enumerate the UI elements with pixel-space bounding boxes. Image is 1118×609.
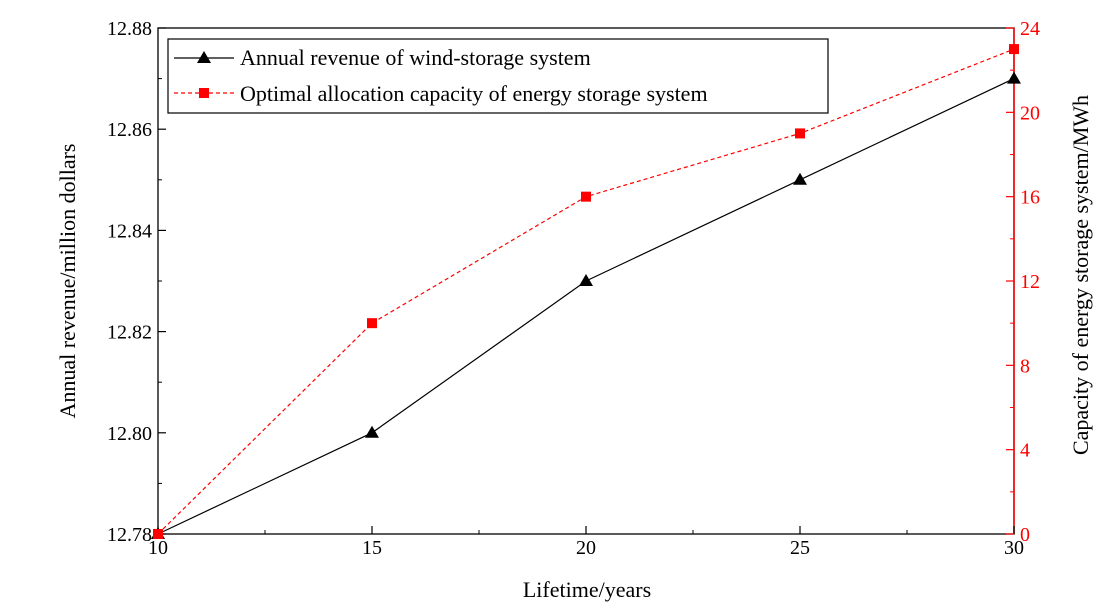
y2-tick-label: 16 [1020,187,1040,209]
data-point-triangle [793,172,807,185]
y2-tick-label: 24 [1020,18,1040,40]
data-point-square [795,128,805,139]
y-axis-left: 12.78 12.80 12.82 12.84 12.86 12.88 [107,18,166,546]
y-tick-label: 12.80 [107,423,152,445]
x-axis-title: Lifetime/years [523,577,651,602]
data-point-triangle [1007,71,1021,84]
data-point-square [581,191,591,202]
y-tick-label: 12.78 [107,524,152,546]
y-tick-label: 12.86 [107,119,152,141]
y2-tick-label: 12 [1020,271,1040,293]
x-tick-label: 20 [576,537,596,559]
data-point-triangle [365,425,379,438]
data-point-triangle [579,274,593,286]
y2-tick-label: 4 [1020,440,1030,462]
legend-box [167,38,829,114]
legend-label-capacity: Optimal allocation capacity of energy st… [240,81,708,106]
series-layer [151,44,1021,539]
legend-marker-square-icon [199,88,209,98]
series-line-1 [157,78,1015,535]
y-axis-title: Annual revenue/million dollars [55,144,80,419]
x-tick-label: 30 [1004,537,1024,559]
data-point-square [1009,44,1019,55]
legend: Annual revenue of wind-storage system Op… [167,38,829,114]
legend-label-revenue: Annual revenue of wind-storage system [240,45,591,70]
data-point-square [153,529,163,539]
x-axis: 10 15 20 25 30 [148,526,1024,559]
series-line-2 [157,48,1015,535]
y2-tick-label: 20 [1020,102,1040,124]
legend-marker-triangle-icon [197,51,211,63]
y-tick-label: 12.88 [107,18,152,40]
data-point-square [367,318,377,329]
x-tick-label: 25 [790,537,810,559]
y-tick-label: 12.84 [107,220,152,242]
x-tick-label: 15 [362,537,382,559]
y-tick-label: 12.82 [107,322,152,344]
y2-axis-title: Capacity of energy storage system/MWh [1068,95,1093,455]
y-axis-right: 0 4 8 12 16 20 24 [1006,18,1040,546]
x-tick-label: 10 [148,537,168,559]
y2-tick-label: 0 [1020,524,1030,546]
y2-tick-label: 8 [1020,355,1030,377]
